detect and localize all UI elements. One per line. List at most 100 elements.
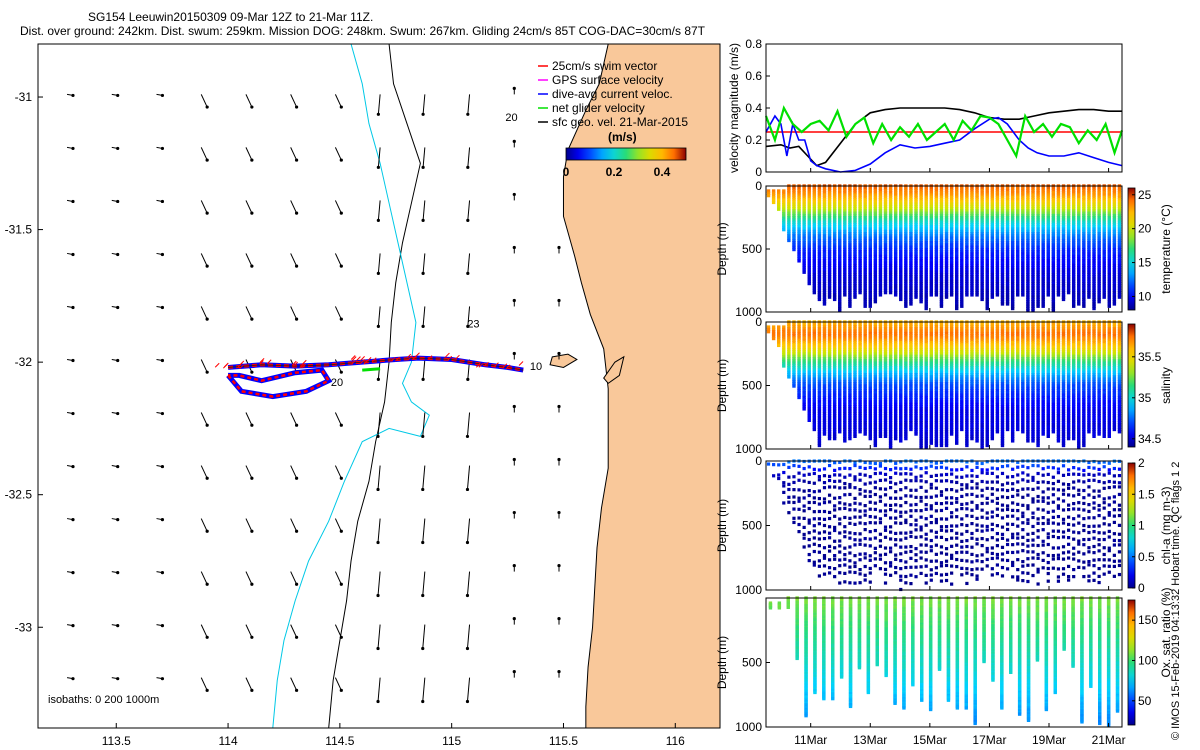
section-sample	[1102, 227, 1106, 231]
section-sample	[858, 188, 862, 193]
section-sample	[873, 375, 878, 379]
section-sample	[888, 391, 893, 395]
section-sample	[909, 331, 913, 336]
section-sample	[919, 206, 923, 211]
section-sample	[868, 340, 872, 345]
section-sample	[1051, 295, 1056, 299]
section-sample	[1026, 275, 1030, 279]
section-sample	[873, 436, 878, 441]
section-sample	[863, 379, 867, 384]
section-sample	[934, 195, 939, 200]
section-sample	[899, 206, 903, 211]
section-sample	[863, 388, 867, 393]
section-sample	[955, 270, 959, 274]
section-sample	[822, 356, 827, 361]
section-sample	[1031, 229, 1035, 234]
section-sample	[970, 286, 974, 290]
section-sample	[929, 245, 933, 249]
velocity-vector-head	[205, 211, 209, 215]
map-xtick-label: 114.5	[325, 734, 354, 748]
section-sample	[812, 386, 817, 390]
section-sample	[899, 231, 903, 236]
section-sample	[960, 277, 964, 281]
section-sample	[1031, 299, 1035, 304]
section-sample	[939, 261, 944, 265]
section-sample	[817, 395, 822, 400]
legend-entry: dive-avg current veloc.	[552, 87, 673, 101]
section-sample	[1031, 256, 1035, 261]
section-sample	[980, 188, 984, 193]
section-sample	[848, 427, 852, 432]
section-sample	[848, 350, 852, 354]
section-sample	[1041, 247, 1045, 252]
section-sample	[1082, 186, 1086, 190]
section-sample	[899, 347, 903, 352]
section-sample	[766, 191, 771, 196]
velocity-vector-head	[294, 264, 299, 268]
section-sample	[883, 186, 888, 190]
section-sample	[1010, 277, 1015, 281]
section-sample	[878, 191, 883, 195]
speed-colorbar	[565, 147, 687, 161]
section-sample	[878, 202, 883, 206]
section-sample	[868, 361, 872, 365]
section-sample	[985, 277, 989, 281]
section-sample	[792, 324, 796, 329]
section-sample	[893, 270, 898, 274]
section-sample	[893, 340, 898, 345]
section-sample	[822, 407, 827, 411]
section-sample	[975, 259, 979, 263]
section-sample	[853, 343, 857, 347]
section-sample	[1010, 191, 1015, 195]
section-sample	[904, 420, 908, 425]
section-sample	[975, 265, 979, 270]
section-sample	[863, 204, 867, 209]
section-sample	[904, 343, 908, 347]
velocity-vector-head	[294, 423, 299, 427]
section-sample	[827, 236, 832, 240]
section-sample	[843, 272, 847, 277]
velocity-vector-head	[557, 670, 561, 674]
section-sample	[832, 388, 837, 393]
section-sample	[960, 241, 964, 245]
section-sample	[797, 206, 801, 211]
section-sample	[873, 234, 878, 238]
section-sample	[980, 195, 984, 200]
section-sample	[1082, 245, 1086, 249]
section-sample	[832, 384, 837, 388]
velocity-vector-head	[116, 252, 120, 257]
section-sample	[868, 272, 872, 277]
section-sample	[817, 288, 822, 293]
section-sample	[873, 398, 878, 402]
section-sample	[1061, 247, 1066, 252]
section-sample	[1092, 225, 1096, 229]
section-sample	[827, 241, 832, 245]
section-sample	[1082, 263, 1086, 268]
section-sample	[1031, 206, 1035, 211]
section-sample	[787, 236, 791, 240]
section-sample	[1071, 295, 1076, 299]
section-sample	[883, 324, 888, 329]
section-sample	[807, 213, 811, 218]
section-sample	[848, 395, 852, 400]
section-sample	[868, 411, 872, 416]
section-sample	[1087, 243, 1091, 247]
section-sample	[1016, 202, 1020, 206]
velocity-vector-head	[116, 146, 120, 151]
section-sample	[1082, 277, 1086, 281]
section-sample	[888, 345, 893, 349]
section-sample	[888, 395, 893, 400]
section-sample	[822, 197, 827, 202]
section-sample	[965, 293, 969, 297]
section-sample	[822, 188, 827, 193]
section-sample	[1107, 206, 1111, 211]
section-sample	[797, 356, 801, 361]
section-sample	[980, 256, 984, 261]
section-sample	[965, 193, 969, 197]
section-sample	[934, 193, 939, 197]
section-sample	[838, 430, 842, 434]
section-sample	[888, 368, 893, 372]
section-sample	[1046, 252, 1050, 256]
section-sample	[1087, 236, 1091, 240]
section-sample	[965, 209, 969, 213]
